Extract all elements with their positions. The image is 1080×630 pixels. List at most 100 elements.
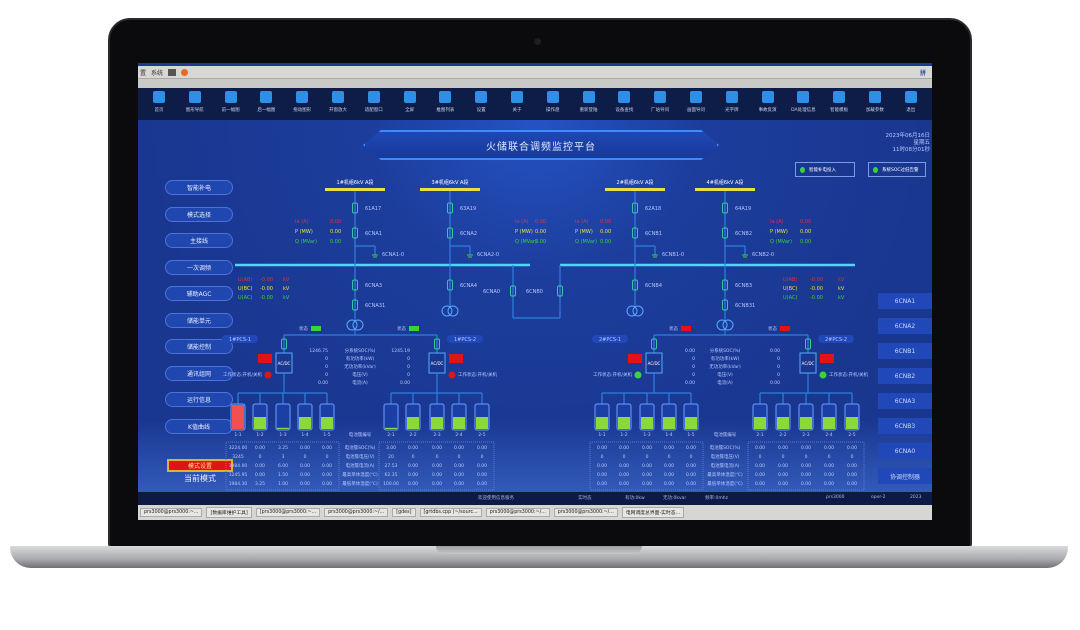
indicator-smart-charge[interactable]: 智能补电投入 bbox=[795, 162, 855, 177]
pcs-name-pill[interactable] bbox=[222, 335, 258, 343]
measurement-label: Q (MVar) bbox=[575, 239, 597, 245]
battery-table-cell: 3.25 bbox=[278, 445, 288, 451]
pcs-name-pill[interactable] bbox=[447, 335, 483, 343]
left-nav-button[interactable]: 主接线 bbox=[165, 233, 233, 248]
toolbar-button[interactable]: 厂站导问 bbox=[643, 88, 677, 120]
pcs-name-pill[interactable] bbox=[818, 335, 854, 343]
toolbar-button[interactable]: 退出 bbox=[894, 88, 928, 120]
mode-settings-button[interactable]: 模式设置 bbox=[167, 459, 233, 472]
toolbar-button[interactable]: 画面导问 bbox=[679, 88, 713, 120]
switch-icon[interactable] bbox=[434, 338, 440, 350]
left-nav-button[interactable]: 辅助AGC bbox=[165, 286, 233, 301]
breaker-label: 6CNA4 bbox=[460, 283, 477, 289]
os-menu-system[interactable]: 系统 bbox=[151, 69, 164, 77]
taskbar-item[interactable]: prs3000@prs3000:~/... bbox=[553, 508, 618, 517]
terminal-icon[interactable] bbox=[168, 68, 177, 76]
transformer-icon[interactable] bbox=[441, 305, 453, 317]
right-nav-button[interactable]: 6CNA1 bbox=[878, 293, 932, 309]
toolbar-button[interactable]: 推图列表 bbox=[428, 88, 462, 120]
toolbar-button[interactable]: 加载参数 bbox=[858, 88, 892, 120]
toolbar-button[interactable]: 图形导航 bbox=[178, 88, 212, 120]
transformer-icon[interactable] bbox=[346, 319, 358, 331]
ime-indicator[interactable]: 拼 bbox=[919, 69, 926, 77]
taskbar-item[interactable]: [gdes] bbox=[392, 508, 416, 517]
taskbar-item[interactable]: [grtdbs.cpp (~/sourc... bbox=[419, 508, 482, 517]
firefox-icon[interactable] bbox=[181, 68, 189, 76]
breaker-icon[interactable] bbox=[352, 227, 358, 239]
switch-icon[interactable] bbox=[805, 338, 811, 350]
toolbar-button[interactable]: 全屏 bbox=[393, 88, 427, 120]
os-taskbar: prs3000@prs3000:~... [数据库维护工具] [prs3000@pr… bbox=[138, 505, 932, 520]
right-nav-button[interactable]: 6CNB1 bbox=[878, 343, 932, 359]
breaker-icon[interactable] bbox=[352, 202, 358, 214]
battery-table-row-label: 最高单体温度(℃) bbox=[707, 471, 743, 478]
right-nav-button[interactable]: 6CNA3 bbox=[878, 393, 932, 409]
toolbar-button[interactable]: 后一幅图 bbox=[249, 88, 283, 120]
indicator-soc-low[interactable]: 系统SOC过低告警 bbox=[868, 162, 926, 177]
breaker-icon[interactable] bbox=[722, 299, 728, 311]
breaker-icon[interactable] bbox=[447, 279, 453, 291]
switch-icon[interactable] bbox=[281, 338, 287, 350]
toolbar-button[interactable]: 拖动图形 bbox=[285, 88, 319, 120]
toolbar-button[interactable]: 操作盘 bbox=[536, 88, 570, 120]
metric-value-left: 0.00 bbox=[685, 380, 695, 386]
right-nav-button[interactable]: 协调控制器 bbox=[878, 468, 932, 484]
toolbar-button[interactable]: 设置 bbox=[464, 88, 498, 120]
tie-breaker-icon[interactable] bbox=[557, 285, 563, 297]
right-nav-button[interactable]: 6CNA2 bbox=[878, 318, 932, 334]
battery-table-cell: 0.00 bbox=[597, 472, 607, 478]
switch-icon[interactable] bbox=[651, 338, 657, 350]
battery-cluster-icon[interactable] bbox=[383, 403, 399, 431]
toolbar-button[interactable]: 开窗放大 bbox=[321, 88, 355, 120]
taskbar-item[interactable]: prs3000@prs3000:~/... bbox=[485, 508, 550, 517]
breaker-icon[interactable] bbox=[722, 227, 728, 239]
bus-measure-label: U(AB) bbox=[238, 277, 252, 283]
toolbar-label: 前一幅图 bbox=[221, 108, 240, 113]
battery-cluster-icon[interactable] bbox=[275, 403, 291, 431]
right-nav-button[interactable]: 6CNB3 bbox=[878, 418, 932, 434]
taskbar-item[interactable]: prs3000@prs3000:~/... bbox=[324, 508, 389, 517]
battery-table-cell: 0.00 bbox=[664, 463, 674, 469]
taskbar-item[interactable]: [数据库维护工具] bbox=[206, 507, 252, 518]
breaker-icon[interactable] bbox=[352, 299, 358, 311]
breaker-icon[interactable] bbox=[447, 202, 453, 214]
toolbar-button[interactable]: 光字牌 bbox=[715, 88, 749, 120]
measurement-label: P (MW) bbox=[295, 229, 313, 235]
left-nav-button[interactable]: 储能单元 bbox=[165, 312, 233, 328]
breaker-icon[interactable] bbox=[722, 279, 728, 291]
left-nav-button[interactable]: 储能控制 bbox=[165, 339, 233, 354]
toolbar-button[interactable]: 智能模板 bbox=[822, 88, 856, 120]
tie-breaker-icon[interactable] bbox=[510, 285, 516, 297]
taskbar-item[interactable]: [prs3000@prs3000:~... bbox=[255, 508, 321, 517]
toolbar-button[interactable]: 首页 bbox=[142, 88, 176, 120]
toolbar-button[interactable]: 关于 bbox=[500, 88, 534, 120]
breaker-icon[interactable] bbox=[632, 227, 638, 239]
toolbar-button[interactable]: 前一幅图 bbox=[214, 88, 248, 120]
left-nav-button[interactable]: 通讯组网 bbox=[165, 365, 233, 381]
transformer-icon[interactable] bbox=[716, 319, 728, 331]
left-nav-button[interactable]: 智能补电 bbox=[165, 180, 233, 195]
left-nav-button[interactable]: 运行信息 bbox=[165, 392, 233, 407]
taskbar-item[interactable]: prs3000@prs3000:~... bbox=[140, 508, 203, 517]
breaker-icon[interactable] bbox=[352, 279, 358, 291]
right-nav-button[interactable]: 6CNB2 bbox=[878, 368, 932, 384]
toolbar-button[interactable]: 重新登陆 bbox=[572, 88, 606, 120]
transformer-icon[interactable] bbox=[626, 305, 638, 317]
breaker-icon[interactable] bbox=[447, 227, 453, 239]
breaker-icon[interactable] bbox=[722, 202, 728, 214]
toolbar-button[interactable]: 设备查找 bbox=[607, 88, 641, 120]
toolbar-icon bbox=[367, 91, 380, 103]
toolbar-button[interactable]: 事故反演 bbox=[751, 88, 785, 120]
toolbar-button[interactable]: 适配窗口 bbox=[357, 88, 391, 120]
breaker-icon[interactable] bbox=[632, 279, 638, 291]
taskbar-item[interactable]: 电网调度总界面-实时态... bbox=[621, 507, 685, 518]
pcs-name-pill[interactable] bbox=[592, 335, 628, 343]
left-nav-button[interactable]: 模式选择 bbox=[165, 206, 233, 222]
breaker-icon[interactable] bbox=[632, 202, 638, 214]
left-nav-button[interactable]: 一次调频 bbox=[165, 259, 233, 275]
right-nav-button[interactable]: 6CNA0 bbox=[878, 443, 932, 459]
toolbar-button[interactable]: DA处理信息 bbox=[786, 88, 820, 120]
battery-table-cell: 0 bbox=[601, 454, 604, 460]
measurement-label: P (MW) bbox=[575, 229, 593, 235]
os-menu-settings[interactable]: 置 bbox=[140, 69, 147, 77]
